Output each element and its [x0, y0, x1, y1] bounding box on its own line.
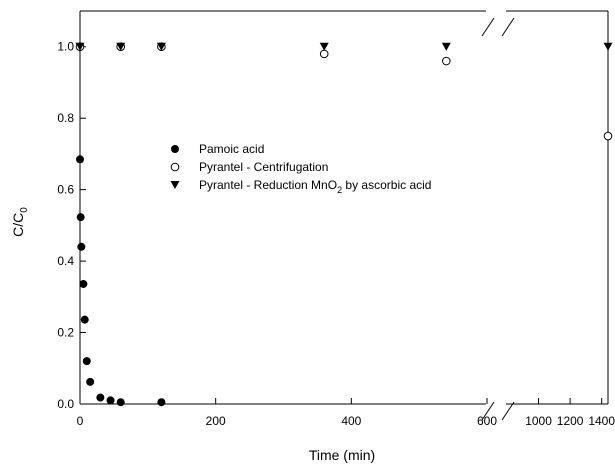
data-point-pyrantel-centrifugation: [603, 131, 613, 141]
data-point-pyrantel-centrifugation: [442, 56, 451, 66]
y-tick-label: 0.6: [57, 183, 74, 197]
y-axis-title-main: C/C: [10, 213, 26, 237]
plot-frame: [79, 10, 609, 405]
data-point-pyrantel-reduction: [75, 42, 85, 51]
data-point-pyrantel-reduction: [441, 42, 451, 51]
x-tick-label: 200: [206, 414, 226, 428]
legend-label-reduction-subscript: 2: [337, 185, 342, 195]
data-point-pamoic-acid: [79, 279, 88, 288]
x-tick-label: 600: [477, 414, 497, 428]
data-point-pyrantel-reduction: [156, 42, 166, 51]
x-axis-title: Time (min): [309, 447, 375, 463]
y-axis-title: C/C0: [10, 207, 30, 237]
data-point-pamoic-acid: [86, 377, 95, 386]
legend-label-reduction-part2: by ascorbic acid: [342, 178, 431, 192]
data-point-pamoic-acid: [96, 393, 105, 402]
legend-marker-pyrantel-reduction: [170, 181, 180, 189]
x-tick-label: 400: [341, 414, 361, 428]
data-point-pyrantel-reduction: [116, 42, 126, 51]
data-point-pamoic-acid: [116, 398, 125, 407]
data-point-pamoic-acid: [76, 213, 85, 222]
legend: Pamoic acid Pyrantel - Centrifugation Py…: [170, 142, 431, 195]
legend-label-reduction-part1: Pyrantel - Reduction MnO: [199, 178, 337, 192]
y-tick-label: 0.8: [57, 111, 74, 125]
data-point-pamoic-acid: [76, 155, 84, 164]
axis-break-mark-3: [501, 17, 515, 37]
axis-ticks: 0.0 0.2 0.4 0.6 0.8 1.0 0 200 400 600 1000 1200 1400: [57, 40, 615, 428]
x-tick-label: 1200: [557, 414, 584, 428]
data-point-pamoic-acid: [77, 242, 86, 251]
x-tick-label: 1000: [525, 414, 552, 428]
axis-break-marks: [481, 17, 515, 421]
data-point-pamoic-acid: [157, 398, 166, 407]
axis-break-mark-2: [481, 17, 495, 37]
y-tick-label: 0.4: [57, 254, 74, 268]
data-point-pyrantel-reduction: [319, 42, 329, 51]
x-tick-label: 1400: [588, 414, 615, 428]
x-tick-label: 0: [77, 414, 84, 428]
data-point-pyrantel-centrifugation: [319, 49, 329, 59]
y-tick-label: 0.0: [57, 397, 74, 411]
data-point-pyrantel-reduction: [603, 42, 613, 51]
legend-marker-pyrantel-centrifugation: [170, 162, 180, 172]
legend-label-pyrantel-reduction: Pyrantel - Reduction MnO2 by ascorbic ac…: [199, 178, 431, 195]
data-points: [75, 42, 613, 407]
y-tick-label: 1.0: [57, 40, 74, 54]
data-point-pamoic-acid: [82, 357, 91, 366]
y-tick-label: 0.2: [57, 326, 74, 340]
legend-marker-pamoic-acid: [171, 145, 179, 153]
axis-break-mark-1: [501, 401, 515, 421]
data-point-pamoic-acid: [106, 396, 115, 405]
y-axis-title-subscript: 0: [19, 207, 30, 213]
data-point-pamoic-acid: [80, 315, 89, 324]
legend-label-pamoic-acid: Pamoic acid: [199, 142, 264, 156]
axis-break-mark-0: [481, 401, 495, 421]
legend-label-pyrantel-centrifugation: Pyrantel - Centrifugation: [199, 160, 328, 174]
